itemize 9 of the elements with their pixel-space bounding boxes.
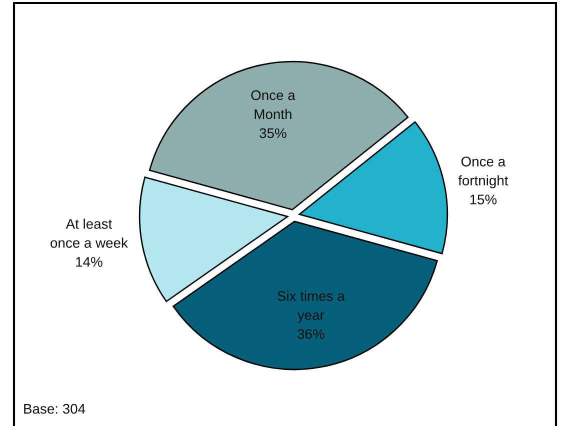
data-label: 35%	[260, 128, 286, 138]
data-label: 36%	[298, 329, 324, 339]
text: Base: 304	[24, 404, 86, 414]
slice-label: Once a Month	[251, 90, 296, 120]
slice-label: Six times a year	[278, 290, 345, 323]
data-label: 14%	[76, 257, 102, 267]
slice-label: At least once a week	[50, 218, 128, 248]
slice-label: Once a fortnight	[458, 156, 508, 188]
data-label: 15%	[470, 194, 497, 204]
